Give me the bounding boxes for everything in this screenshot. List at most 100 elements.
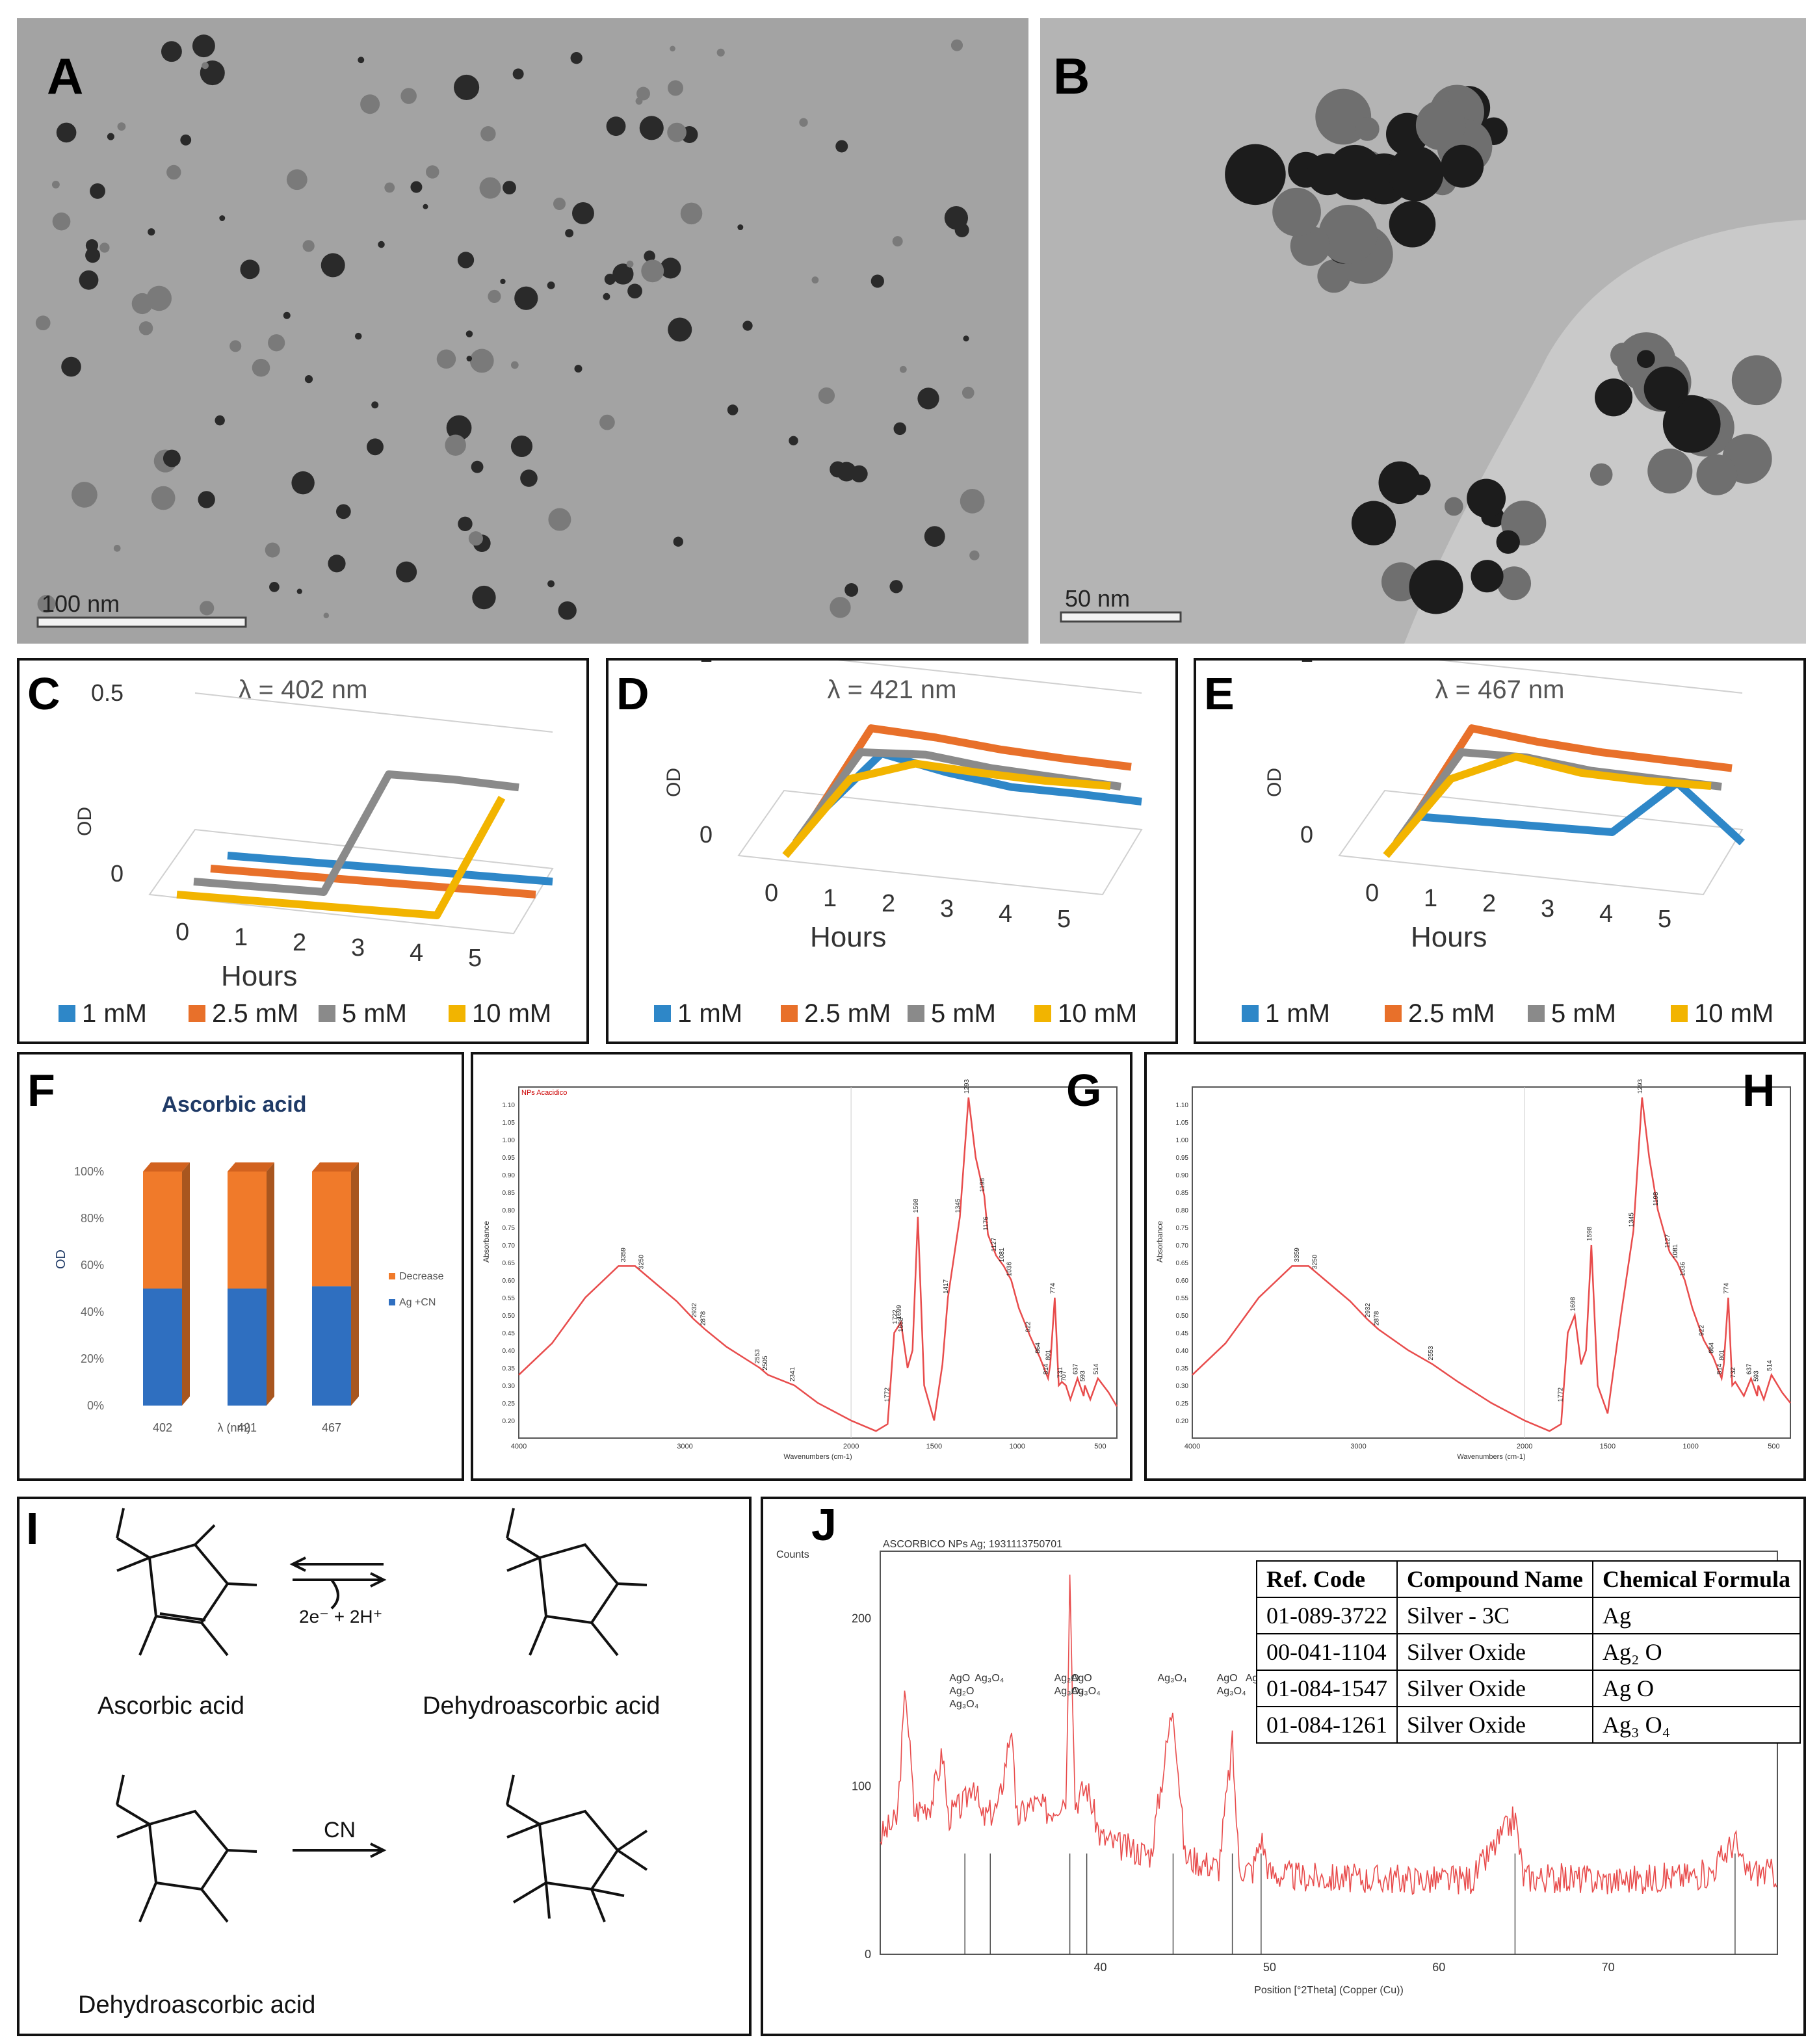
y-tick-label: 0.40: [503, 1348, 516, 1355]
nanoparticle: [571, 202, 594, 224]
nanoparticle: [446, 415, 472, 441]
nanoparticle: [1225, 144, 1286, 205]
y-tick-label: 0.40: [1176, 1348, 1189, 1355]
y-tick-label: 0.35: [1176, 1365, 1189, 1372]
ftir-spectrum-h: 0.20 0.25 0.30 0.35 0.40 0.45 0.50 0.55 0.60 0.65…: [1155, 1079, 1791, 1461]
y-tick-label: 0.85: [503, 1190, 516, 1197]
nanoparticles-a: [35, 34, 985, 620]
peak-label: 1036: [1679, 1261, 1686, 1276]
nanoparticle: [268, 334, 285, 352]
nanoparticle: [328, 555, 346, 573]
nanoparticle: [384, 182, 395, 193]
x-tick-label: 0: [765, 880, 778, 907]
nanoparticle: [606, 116, 626, 137]
chart-title: λ = 421 nm: [827, 675, 956, 704]
series-line-3: [176, 796, 506, 919]
spectrum-line: [1192, 1097, 1791, 1432]
nanoparticle: [215, 415, 225, 426]
peak-phase-label: AgO: [1071, 1673, 1092, 1684]
nanoparticle: [612, 263, 634, 285]
x-tick-label: 1: [1424, 885, 1437, 912]
reverse-arrowhead: [289, 1556, 306, 1572]
peak-label: 1127: [991, 1237, 998, 1251]
table-cell: Ag₂ O: [1592, 1633, 1801, 1671]
nanoparticle: [670, 46, 675, 52]
nanoparticle: [574, 365, 582, 373]
peak-label: 1345: [1629, 1212, 1636, 1227]
peak-label: 3250: [1312, 1255, 1319, 1270]
nanoparticle: [56, 122, 77, 143]
y-axis-label: OD: [54, 1250, 68, 1269]
y-axis-label: Absorbance: [1155, 1221, 1164, 1263]
bar-top-face: [143, 1162, 190, 1172]
nanoparticle: [269, 582, 280, 592]
nanoparticle: [321, 253, 345, 278]
bar-segment-decrease: [143, 1172, 182, 1289]
line-chart-c: λ = 402 nm 0.5 0 OD 0 1 2 3 4 5 Hours 1 mM 2.5 mM 5 m…: [59, 675, 554, 1028]
peak-phase-label: Ag₃O₄: [1157, 1673, 1186, 1684]
nanoparticle: [35, 315, 51, 331]
nanoparticle: [626, 260, 634, 268]
line-chart-e: λ = 467 nm 1 0 OD 0 1 2 3 4 5 Hours 1 mM 2.5 mM 5 mM 1…: [1242, 640, 1773, 1028]
table-row: 01-084-1261 Silver Oxide Ag₃ O₄: [1256, 1706, 1801, 1744]
nanoparticle: [166, 164, 181, 180]
cn-reagent-label: CN: [324, 1818, 356, 1842]
y-tick-label: 0.45: [1176, 1330, 1189, 1337]
nanoparticle: [789, 436, 798, 446]
nanoparticle: [335, 504, 351, 519]
nanoparticle: [296, 588, 302, 594]
nanoparticle: [371, 401, 379, 409]
nanoparticle: [1327, 144, 1383, 200]
nanoparticle: [468, 531, 483, 546]
bar-segment-agcn: [312, 1286, 351, 1406]
y-tick-label: 100: [852, 1780, 871, 1793]
legend-swatch: [1528, 1005, 1545, 1022]
nanoparticle: [835, 140, 848, 153]
x-tick-label: 3: [1541, 895, 1554, 923]
table-header-row: Ref. Code Compound Name Chemical Formula: [1256, 1560, 1801, 1598]
nanoparticle: [488, 289, 501, 303]
phase-table-wrapper: Ref. Code Compound Name Chemical Formula 01…: [1256, 1560, 1801, 1744]
table-cell: Silver Oxide: [1396, 1670, 1594, 1707]
nanoparticle: [1415, 100, 1466, 151]
legend-label: 1 mM: [677, 999, 742, 1028]
nanoparticle: [146, 285, 172, 311]
nanoparticle: [286, 169, 308, 190]
bar-top-face: [228, 1162, 274, 1172]
nanoparticle: [354, 332, 362, 340]
panel-letter-h: H: [1742, 1065, 1775, 1116]
nanoparticle: [844, 583, 859, 597]
legend-label: 10 mM: [1694, 999, 1773, 1028]
peak-label: 2878: [700, 1311, 707, 1326]
peak-phase-label: AgO: [949, 1673, 970, 1684]
y-tick-label: 0.80: [1176, 1207, 1189, 1214]
legend-swatch: [1034, 1005, 1051, 1022]
panel-letter-g: G: [1066, 1065, 1102, 1116]
peak-label: 1198: [979, 1177, 986, 1192]
y-tick-label: 100%: [74, 1165, 104, 1178]
nanoparticle: [423, 203, 428, 209]
legend-swatch: [1385, 1005, 1402, 1022]
x-axis-label: Position [°2Theta] (Copper (Cu)): [1254, 1985, 1404, 1996]
x-tick-label: 467: [322, 1421, 341, 1434]
legend-swatch: [319, 1005, 335, 1022]
y-tick-label: 40%: [81, 1305, 104, 1318]
y-tick-label: 0.70: [503, 1242, 516, 1250]
table-header-cell: Compound Name: [1396, 1560, 1594, 1598]
table-cell: 01-089-3722: [1256, 1597, 1398, 1634]
x-tick-label: 4: [410, 939, 423, 967]
nanoparticle: [818, 387, 835, 404]
x-tick-label: 1: [823, 885, 837, 912]
table-cell: 01-084-1261: [1256, 1706, 1398, 1744]
ascorbic-acid-label: Ascorbic acid: [98, 1692, 244, 1720]
bar-segment-decrease: [228, 1172, 267, 1289]
nanoparticle: [547, 580, 555, 588]
nanoparticle: [799, 118, 808, 127]
y-tick-label: 60%: [81, 1259, 104, 1272]
legend-swatch: [781, 1005, 798, 1022]
peak-label: 732: [1730, 1367, 1737, 1378]
nanoparticle: [635, 98, 643, 105]
y-axis-label: OD: [663, 768, 685, 797]
x-axis-label: Wavenumbers (cm-1): [1457, 1453, 1525, 1461]
table-cell: Ag₃ O₄: [1592, 1706, 1801, 1744]
